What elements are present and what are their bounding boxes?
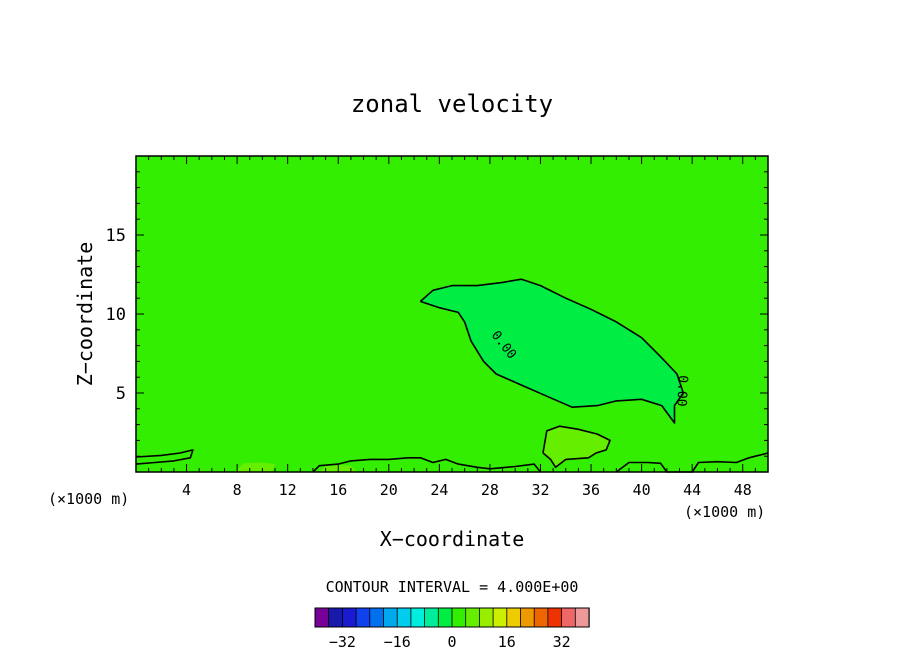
contour-lines (135, 278, 769, 473)
x-tick-label: 40 (633, 481, 651, 499)
colorbar-swatch (465, 607, 481, 628)
colorbar-swatch (437, 607, 453, 628)
colorbar-tick-labels: −32 −16 0 16 32 (329, 633, 571, 651)
colorbar-swatch (451, 607, 467, 628)
y-tick-label: 10 (106, 305, 126, 325)
axis-ticks (136, 156, 768, 472)
x-tick-label: 32 (531, 481, 549, 499)
x-axis-label: X−coordinate (380, 527, 525, 551)
chart-title: zonal velocity (351, 90, 553, 118)
colorbar-swatch (355, 607, 371, 628)
plot-background (136, 156, 768, 472)
zero-contour-right (615, 452, 769, 473)
x-tick-label: 20 (380, 481, 398, 499)
colorbar-swatch (547, 607, 563, 628)
zero-contour-blob (542, 425, 611, 469)
colorbar-swatch (424, 607, 440, 628)
x-tick-label: 24 (430, 481, 448, 499)
colorbar-swatch (478, 607, 494, 628)
x-tick-label: 36 (582, 481, 600, 499)
colorbar-tick-label: −16 (384, 633, 411, 651)
zero-contour-surface (135, 449, 194, 465)
colorbar-swatch (396, 607, 412, 628)
colorbar-swatch (506, 607, 522, 628)
x-unit-right: (×1000 m) (684, 503, 765, 521)
contour-label-right: 0.00 (673, 375, 690, 407)
x-tick-label: 8 (233, 481, 242, 499)
contour-regions (234, 279, 684, 472)
colorbar-frame (314, 607, 590, 628)
region-surface-patch (234, 462, 275, 472)
region-positive-blob (543, 426, 610, 468)
x-tick-labels: 4 8 12 16 20 24 28 32 36 40 44 48 (182, 481, 752, 499)
x-tick-label: 12 (279, 481, 297, 499)
y-tick-label: 15 (106, 226, 126, 246)
colorbar-tick-label: −32 (329, 633, 356, 651)
region-negative-core (420, 279, 684, 423)
colorbar-swatch (314, 607, 330, 628)
colorbar-swatch (520, 607, 535, 628)
colorbar-swatch (574, 607, 590, 628)
x-tick-label: 16 (329, 481, 347, 499)
colorbar-swatch (383, 607, 398, 628)
x-unit-left: (×1000 m) (48, 490, 129, 508)
colorbar-swatch (410, 607, 426, 628)
y-tick-labels: 5 10 15 (106, 226, 126, 404)
colorbar-tick-label: 0 (447, 633, 456, 651)
colorbar (314, 607, 590, 628)
colorbar-swatch (533, 607, 549, 628)
zero-contour-main (419, 278, 685, 424)
colorbar-tick-label: 32 (553, 633, 571, 651)
colorbar-swatch (328, 607, 344, 628)
x-tick-label: 4 (182, 481, 191, 499)
contour-interval-text: CONTOUR INTERVAL = 4.000E+00 (326, 578, 579, 596)
plot-area: 0.00 0.00 (135, 155, 769, 473)
zero-contour-ground (312, 456, 542, 473)
colorbar-swatch (341, 607, 357, 628)
colorbar-swatch (369, 607, 385, 628)
colorbar-tick-label: 16 (498, 633, 516, 651)
x-tick-label: 28 (481, 481, 499, 499)
y-tick-label: 5 (116, 384, 126, 404)
x-tick-label: 48 (734, 481, 752, 499)
x-tick-label: 44 (683, 481, 701, 499)
y-axis-label: Z−coordinate (73, 242, 97, 387)
colorbar-swatch (561, 607, 576, 628)
colorbar-swatch (492, 607, 508, 628)
